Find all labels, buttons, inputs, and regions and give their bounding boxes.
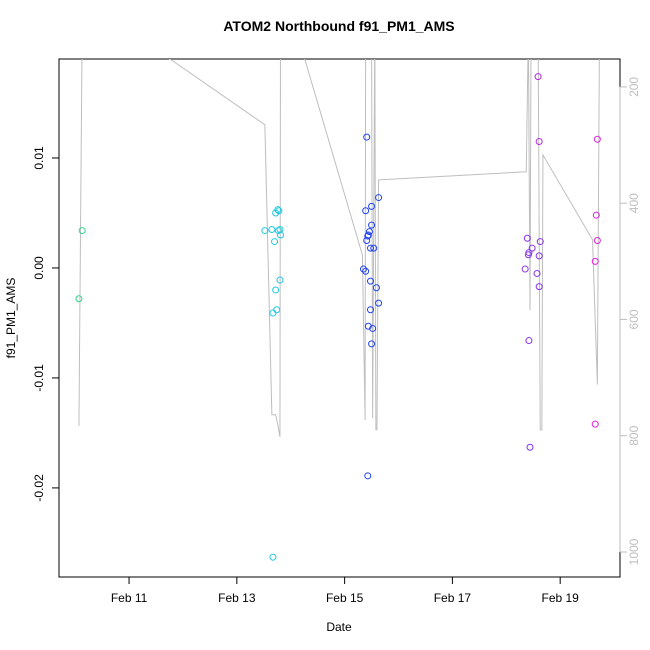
- data-point: [372, 284, 380, 292]
- y-tick-label: 0.00: [32, 256, 46, 280]
- data-point: [363, 236, 371, 244]
- y2-tick-label: 400: [627, 193, 641, 213]
- data-point: [364, 232, 372, 240]
- data-point: [591, 420, 599, 428]
- y2-tick-label: 800: [627, 425, 641, 445]
- data-point: [365, 228, 373, 236]
- data-point: [368, 221, 376, 229]
- data-point: [535, 283, 543, 291]
- data-point: [268, 225, 276, 233]
- y-axis-label: f91_PM1_AMS: [4, 278, 18, 359]
- data-point: [370, 244, 378, 252]
- data-point: [362, 207, 370, 215]
- data-point: [364, 472, 372, 480]
- data-point: [271, 238, 279, 246]
- data-point: [521, 265, 529, 273]
- data-point: [375, 194, 383, 202]
- data-point: [363, 133, 371, 141]
- y-tick-label: 0.01: [32, 146, 46, 170]
- data-point: [535, 137, 543, 145]
- data-point: [366, 306, 374, 314]
- x-axis-label: Date: [326, 620, 352, 634]
- data-point: [368, 202, 376, 210]
- data-point: [525, 337, 533, 345]
- data-point: [533, 269, 541, 277]
- y-tick-label: -0.02: [32, 474, 46, 502]
- data-point: [364, 322, 372, 330]
- data-point: [593, 236, 601, 244]
- series-line: [78, 59, 600, 437]
- data-point: [274, 206, 282, 214]
- data-point: [534, 73, 542, 81]
- data-point: [269, 309, 277, 317]
- plot-frame: [58, 58, 621, 578]
- data-point: [536, 238, 544, 246]
- data-point: [273, 306, 281, 314]
- x-tick-label: Feb 19: [542, 591, 580, 605]
- data-point: [275, 207, 283, 215]
- data-point: [528, 244, 536, 252]
- y2-tick-label: 200: [627, 77, 641, 97]
- data-point: [593, 135, 601, 143]
- x-tick-label: Feb 11: [111, 591, 148, 605]
- data-point: [78, 227, 86, 235]
- data-point: [366, 277, 374, 285]
- data-point: [75, 295, 83, 303]
- data-point: [375, 299, 383, 307]
- data-point: [523, 234, 531, 242]
- x-tick-label: Feb 17: [434, 591, 472, 605]
- y-tick-label: -0.01: [32, 364, 46, 392]
- data-point: [276, 276, 284, 284]
- chart-title: ATOM2 Northbound f91_PM1_AMS: [223, 18, 454, 34]
- data-point: [592, 211, 600, 219]
- data-point: [261, 227, 269, 235]
- data-point: [269, 553, 277, 561]
- x-tick-label: Feb 13: [218, 591, 256, 605]
- data-point: [276, 225, 284, 233]
- data-point: [369, 324, 377, 332]
- data-point: [524, 251, 532, 259]
- data-point: [368, 340, 376, 348]
- data-point: [272, 286, 280, 294]
- data-point: [362, 267, 370, 275]
- data-point: [535, 252, 543, 260]
- x-tick-label: Feb 15: [326, 591, 364, 605]
- data-point: [274, 227, 282, 235]
- data-point: [526, 443, 534, 451]
- data-point: [359, 265, 367, 273]
- plot-area: [75, 59, 601, 561]
- data-point: [366, 244, 374, 252]
- data-point: [591, 257, 599, 265]
- y2-tick-label: 600: [627, 309, 641, 329]
- y2-tick-label: 1000: [627, 538, 641, 565]
